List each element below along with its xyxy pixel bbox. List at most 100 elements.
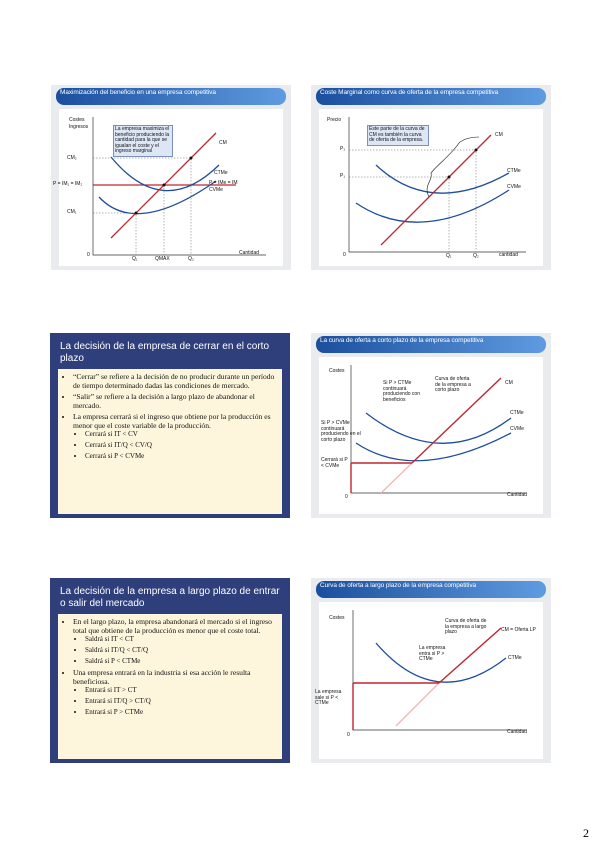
label: CVMe [510,426,524,432]
slide-body: “Cerrar” se refiere a la decisión de no … [58,369,282,514]
diagram-shape [350,377,502,493]
label: 0 [343,252,346,258]
label: Q₁ [446,253,452,259]
sub-bullet: Saldrá si IT < CT [85,635,277,644]
label: CM = Oferta LP [501,627,536,633]
label: Curva de oferta de la empresa a corto pl… [435,376,471,394]
sub-bullet: Cerrará si IT < CV [85,430,277,439]
diagram-shape [395,682,440,727]
sub-list: Cerrará si IT < CV Cerrará si IT/Q < CV/Q… [73,430,277,461]
label: QMAX [155,256,170,262]
bullet-text: “Salir” se refiere a la decisión a largo… [73,392,255,410]
label: Cerrará si P < CVMe [321,457,348,469]
label: CVMe [507,184,521,190]
bullet: En el largo plazo, la empresa abandonará… [73,617,277,666]
diagram-shape [162,183,166,187]
label: Cantidad [507,492,528,498]
slide-body: En el largo plazo, la empresa abandonará… [58,614,282,759]
label: Costes [69,117,85,123]
diagram-shape [98,180,217,215]
slide: La decisión de la empresa a largo plazo … [50,578,290,763]
diagram [92,117,266,256]
label: P = IM₁ = IM₂ [53,181,83,187]
label: 0 [347,732,350,738]
label: Curva de oferta de la empresa a largo pl… [445,618,487,636]
sub-bullet: Cerrará si IT/Q < CV/Q [85,441,277,450]
label: Si P > CVMe continuará produciendo en el… [321,420,361,443]
label: Q₂ [473,253,479,259]
label: Costes [329,615,345,621]
diagram-shape [110,156,220,192]
diagram-shape [380,134,492,246]
sub-list: Saldrá si IT < CT Saldrá si IT/Q < CT/Q Sa… [73,635,277,666]
label: CTMe [507,168,521,174]
label: CM₂ [67,155,77,161]
diagram-shape [348,117,526,253]
diagram-shape [348,117,526,253]
bullet-list: “Cerrar” se refiere a la decisión de no … [63,372,277,461]
slide: Maximización del beneficio en una empres… [51,85,291,270]
label: La empresa sale si P < CTMe [315,689,342,707]
diagram-shape [349,149,477,252]
sub-bullet: Entrará si IT/Q > CT/Q [85,697,277,706]
label: P₁ [340,173,346,179]
diagram [350,365,526,494]
label: CM [495,132,503,138]
slide: Coste Marginal como curva de oferta de l… [311,85,551,270]
label: Cantidad [239,250,260,256]
sub-list: Entrará si IT > CT Entrará si IT/Q > CT/Q… [73,686,277,717]
label: 0 [87,252,90,258]
label: Costes [329,368,345,374]
label: CM [505,380,513,386]
slide-title: Coste Marginal como curva de oferta de l… [316,88,546,105]
label: La empresa maximiza el beneficio produci… [113,125,173,157]
slide-title: Maximización del beneficio en una empres… [56,88,286,105]
label: CM₁ [67,209,77,215]
diagram-shape [92,117,266,256]
diagram-shape [349,149,477,252]
diagram-shape [355,189,510,223]
bullet-list: En el largo plazo, la empresa abandonará… [63,617,277,717]
bullet: Una empresa entrará en la industria si e… [73,668,277,717]
label: P = IMe = IM [209,180,238,186]
sub-bullet: Entrará si P > CTMe [85,708,277,717]
sub-bullet: Saldrá si IT/Q < CT/Q [85,646,277,655]
diagram-shape [426,136,480,198]
label: Ingresos [69,124,89,130]
diagram-shape [134,211,138,215]
label: Q₂ [188,256,194,262]
label: CTMe [508,655,522,661]
bullet: La empresa cerrará si el ingreso que obt… [73,412,277,461]
bullet-text: En el largo plazo, la empresa abandonará… [73,617,272,635]
diagram-shape [355,432,512,462]
label: Si P > CTMe continuará produciendo con b… [383,380,420,403]
diagram-shape [352,627,502,730]
diagram-shape [447,148,478,179]
bullet: “Cerrar” se refiere a la decisión de no … [73,372,277,390]
label: CTMe [214,170,228,176]
bullet-text: Una empresa entrará en la industria si e… [73,668,251,686]
diagram [348,117,526,253]
bullet: “Salir” se refiere a la decisión a largo… [73,392,277,410]
diagram-shape [380,462,413,494]
diagram-shape [375,164,510,194]
sub-bullet: Cerrará si P < CVMe [85,452,277,461]
label: La empresa entra si P > CTMe [419,645,446,663]
label: Q₁ [132,256,138,262]
label: CTMe [510,410,524,416]
label: Este parte de la curva de CM es también … [367,125,429,146]
diagram-shape [474,148,478,152]
label: Precio [327,117,342,123]
slide-title: Curva de oferta a largo plazo de la empr… [316,581,546,598]
diagram-shape [447,175,451,179]
label: P₂ [340,146,346,152]
sub-bullet: Entrará si IT > CT [85,686,277,695]
diagram-shape [92,117,266,256]
label: Cantidad [507,729,528,735]
slide: La decisión de la empresa de cerrar en e… [50,333,290,518]
slide: Curva de oferta a largo plazo de la empr… [311,578,551,763]
label: CM [219,140,227,146]
sub-bullet: Saldrá si P < CTMe [85,657,277,666]
chart-panel [319,109,543,266]
